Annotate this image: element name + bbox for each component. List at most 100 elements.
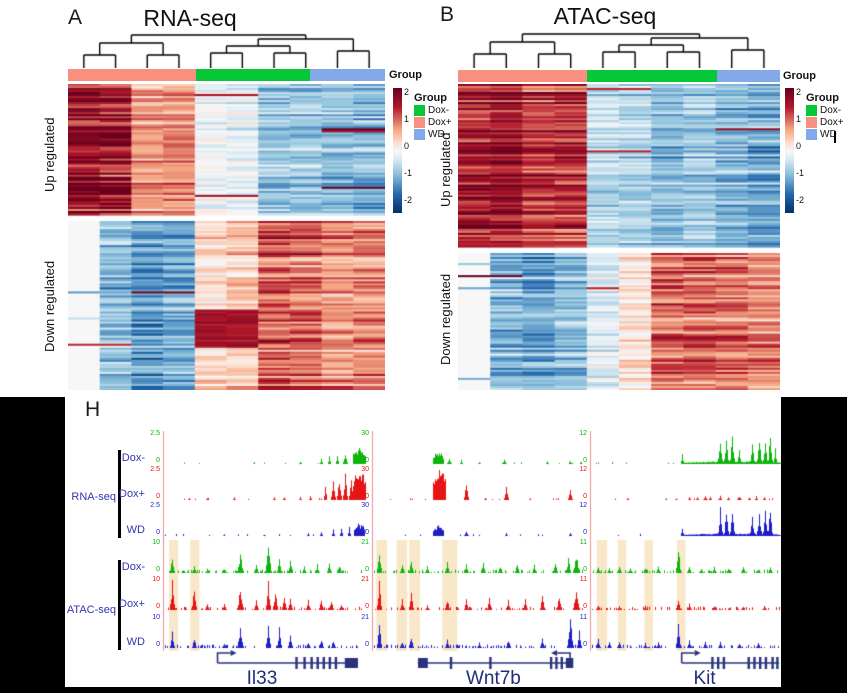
track-scale-zero: 0: [365, 529, 369, 536]
track-scale-zero: 0: [365, 641, 369, 648]
track-scale-zero: 0: [156, 603, 160, 610]
panel-b-colorbar: [785, 88, 794, 213]
panel-a-colorbar: [393, 88, 402, 213]
group-bar-segment-doxminus: [586, 70, 717, 82]
colorbar-tick: -2: [796, 195, 805, 205]
legend-title: Group: [414, 92, 447, 104]
track-scale-max: 2.5: [150, 430, 160, 437]
group-bar-segment-doxminus: [196, 69, 311, 81]
track-scale-zero: 0: [156, 641, 160, 648]
track-scale-zero: 0: [156, 457, 160, 464]
panel-b-down-regulated-label: Down regulated: [438, 273, 453, 365]
panel-b-up-regulated-label: Up regulated: [438, 132, 453, 208]
panel-h-black-margin-right: [781, 397, 847, 693]
colorbar-tick: -1: [404, 168, 413, 178]
group-bar-segment-wd: [310, 69, 385, 81]
panel-a-group-bar-label: Group: [389, 69, 422, 81]
panel-b-heatmap: [458, 84, 780, 390]
track-scale-max: 21: [361, 614, 369, 621]
track-label-rna-doxminus: Dox-: [121, 452, 145, 464]
track-scale-zero: 0: [583, 566, 587, 573]
track-label-rna-doxplus: Dox+: [119, 488, 145, 500]
group-bar-segment-doxplus: [458, 70, 587, 82]
crop-artifact-mark: [834, 131, 836, 143]
track-scale-max: 10: [152, 576, 160, 583]
track-scale-max: 12: [579, 502, 587, 509]
legend-title: Group: [806, 92, 839, 104]
colorbar-tick: 1: [796, 114, 802, 124]
colorbar-tick: 2: [404, 87, 410, 97]
legend-swatch-dox-plus: [806, 116, 817, 128]
track-scale-zero: 0: [365, 566, 369, 573]
panel-b-letter: B: [440, 3, 455, 26]
track-scale-max: 11: [579, 539, 587, 546]
track-label-atac-doxminus: Dox-: [121, 561, 145, 573]
gene-label-il33: Il33: [246, 668, 278, 689]
legend-label-wd: WD: [820, 128, 837, 140]
panel-a-heatmap: [68, 84, 385, 390]
colorbar-tick: -1: [796, 168, 805, 178]
legend-swatch-dox-minus: [806, 104, 817, 116]
colorbar-tick: -2: [404, 195, 413, 205]
atac-seq-bracket: [118, 560, 121, 650]
track-scale-zero: 0: [365, 493, 369, 500]
atac-seq-group-label: ATAC-seq: [66, 604, 116, 616]
panel-b-colorbar-ticks: 2 1 0 -1 -2: [796, 87, 814, 213]
colorbar-tick: 1: [404, 114, 410, 124]
gene-label-wnt7b: Wnt7b: [465, 668, 521, 689]
track-label-atac-doxplus: Dox+: [119, 598, 145, 610]
track-scale-max: 11: [579, 576, 587, 583]
group-bar-segment-wd: [716, 70, 780, 82]
track-scale-max: 12: [579, 430, 587, 437]
track-scale-zero: 0: [583, 529, 587, 536]
panel-a-up-regulated-label: Up regulated: [42, 117, 57, 192]
rna-seq-bracket: [118, 450, 121, 538]
track-label-rna-wd: WD: [126, 524, 145, 536]
rna-seq-group-label: RNA-seq: [71, 491, 116, 503]
panel-b-dendrogram: [458, 32, 780, 68]
panel-b-group-bar: [458, 70, 780, 82]
track-scale-zero: 0: [156, 529, 160, 536]
panel-h-black-margin-bottom: [0, 687, 847, 693]
panel-b-group-bar-label: Group: [783, 70, 816, 82]
panel-a-letter: A: [68, 6, 83, 29]
panel-h-black-margin-left: [0, 397, 65, 693]
panel-a-dendrogram: [68, 33, 385, 68]
track-scale-zero: 0: [156, 493, 160, 500]
track-scale-zero: 0: [583, 493, 587, 500]
panel-h-letter: H: [85, 398, 101, 421]
panel-a-group-bar: [68, 69, 385, 81]
legend-label-dox-minus: Dox-: [428, 104, 450, 116]
track-scale-max: 2.5: [150, 502, 160, 509]
legend-label-dox-plus: Dox+: [428, 116, 452, 128]
track-scale-max: 30: [361, 430, 369, 437]
track-scale-max: 21: [361, 576, 369, 583]
legend-label-wd: WD: [428, 128, 445, 140]
track-scale-zero: 0: [156, 566, 160, 573]
legend-label-dox-minus: Dox-: [820, 104, 842, 116]
legend-swatch-dox-plus: [414, 116, 425, 128]
colorbar-tick: 0: [404, 141, 410, 151]
track-scale-max: 11: [579, 614, 587, 621]
legend-label-dox-plus: Dox+: [820, 116, 844, 128]
track-scale-max: 30: [361, 466, 369, 473]
track-scale-zero: 0: [365, 603, 369, 610]
panel-b-legend: Group Dox- Dox+ WD: [806, 92, 844, 140]
panel-a-colorbar-ticks: 2 1 0 -1 -2: [404, 87, 422, 213]
colorbar-tick: 0: [796, 141, 802, 151]
track-scale-zero: 0: [365, 457, 369, 464]
track-scale-max: 12: [579, 466, 587, 473]
legend-swatch-dox-minus: [414, 104, 425, 116]
track-scale-max: 21: [361, 539, 369, 546]
panel-a-legend: Group Dox- Dox+ WD: [414, 92, 452, 140]
track-scale-max: 30: [361, 502, 369, 509]
track-scale-max: 10: [152, 614, 160, 621]
colorbar-tick: 2: [796, 87, 802, 97]
gene-label-kit: Kit: [693, 668, 716, 689]
track-scale-zero: 0: [583, 641, 587, 648]
legend-swatch-wd: [414, 128, 425, 140]
legend-swatch-wd: [806, 128, 817, 140]
genome-tracks-canvas: [150, 425, 781, 672]
panel-a-down-regulated-label: Down regulated: [42, 260, 57, 352]
